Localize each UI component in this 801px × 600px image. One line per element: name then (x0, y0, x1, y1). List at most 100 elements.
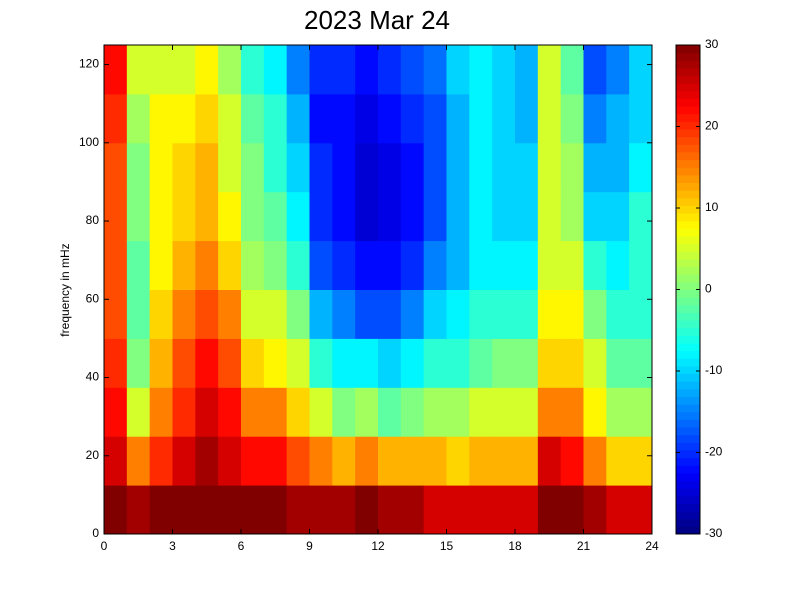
heat-cell (515, 338, 539, 388)
heat-cell (241, 93, 265, 144)
heat-cell (263, 191, 288, 242)
heat-cell (492, 93, 516, 144)
heat-cell (286, 142, 310, 193)
colorbar-swatch (676, 518, 700, 527)
heat-cell (560, 289, 584, 339)
y-tick-label: 60 (86, 291, 100, 305)
heat-cell (378, 240, 402, 290)
heat-cell (218, 45, 242, 95)
heat-cell (446, 387, 470, 437)
heat-cell (400, 45, 425, 95)
heat-cell (400, 485, 425, 535)
x-tick-label: 24 (645, 539, 659, 553)
heat-cell (309, 45, 333, 95)
heat-cell (218, 289, 242, 339)
colorbar-swatch (676, 174, 700, 184)
heat-cell (469, 338, 493, 388)
heat-cell (104, 240, 128, 290)
heat-cell (149, 485, 173, 535)
heat-cell (104, 93, 128, 144)
heat-cell (286, 485, 310, 535)
heat-cell (172, 436, 196, 486)
heat-cell (309, 240, 333, 290)
y-tick-label: 80 (86, 213, 100, 227)
heat-cell (309, 387, 333, 437)
heat-cell (583, 485, 607, 535)
heat-cell (629, 436, 653, 486)
heat-cell (126, 387, 151, 437)
heat-cell (446, 45, 470, 95)
heat-cell (104, 191, 128, 242)
heat-cell (309, 93, 333, 144)
heat-cell (355, 387, 379, 437)
heat-cell (400, 338, 425, 388)
heat-cell (469, 436, 493, 486)
heat-cell (629, 93, 653, 144)
heat-cell (126, 289, 151, 339)
colorbar-swatch (676, 526, 700, 535)
heat-cell (195, 45, 219, 95)
heat-cell (629, 338, 653, 388)
colorbar-swatch (676, 281, 700, 290)
colorbar-tick-label: 0 (705, 282, 712, 296)
heat-cell (126, 93, 151, 144)
heat-cell (537, 93, 562, 144)
heat-cell (104, 45, 128, 95)
heat-cell (172, 240, 196, 290)
heat-cell (515, 142, 539, 193)
colorbar-swatch (676, 144, 700, 153)
heat-cell (492, 45, 516, 95)
colorbar-swatch (676, 121, 700, 130)
heat-cell (583, 93, 607, 144)
heat-cell (378, 436, 402, 486)
heat-cell (286, 436, 310, 486)
heat-cell (560, 338, 584, 388)
heat-cell (560, 191, 584, 242)
chart-title: 2023 Mar 24 (304, 5, 450, 35)
x-tick-label: 6 (238, 539, 245, 553)
heat-cell (149, 289, 173, 339)
heat-cell (126, 45, 151, 95)
heat-cell (241, 240, 265, 290)
heat-cell (126, 240, 151, 290)
heat-cell (149, 142, 173, 193)
heat-cell (195, 142, 219, 193)
heat-cell (241, 142, 265, 193)
heat-cell (149, 45, 173, 95)
colorbar-swatch (676, 327, 700, 336)
heat-cell (515, 387, 539, 437)
heat-cell (492, 387, 516, 437)
colorbar-swatch (676, 83, 700, 92)
heat-cell (537, 436, 562, 486)
colorbar-swatch (676, 213, 700, 222)
heat-cell (469, 240, 493, 290)
heat-cell (423, 142, 447, 193)
heat-cell (537, 191, 562, 242)
heat-cell (583, 142, 607, 193)
heat-cell (606, 485, 630, 535)
heat-cell (218, 191, 242, 242)
x-tick-label: 9 (306, 539, 313, 553)
heat-cell (241, 436, 265, 486)
heat-cell (172, 45, 196, 95)
heat-cell (241, 485, 265, 535)
heat-cell (286, 191, 310, 242)
heat-cell (286, 289, 310, 339)
heat-cell (241, 45, 265, 95)
heat-cell (423, 191, 447, 242)
heat-cell (355, 45, 379, 95)
heat-cell (423, 289, 447, 339)
heat-cell (309, 142, 333, 193)
heat-cell (286, 45, 310, 95)
colorbar-swatch (676, 297, 700, 306)
heat-cell (195, 289, 219, 339)
heat-cell (309, 289, 333, 339)
heat-cell (492, 436, 516, 486)
colorbar-swatch (676, 373, 700, 382)
heat-cell (629, 191, 653, 242)
colorbar-swatch (676, 427, 700, 436)
heat-cell (515, 485, 539, 535)
heat-cell (515, 93, 539, 144)
colorbar-swatch (676, 182, 700, 191)
heat-cell (606, 142, 630, 193)
